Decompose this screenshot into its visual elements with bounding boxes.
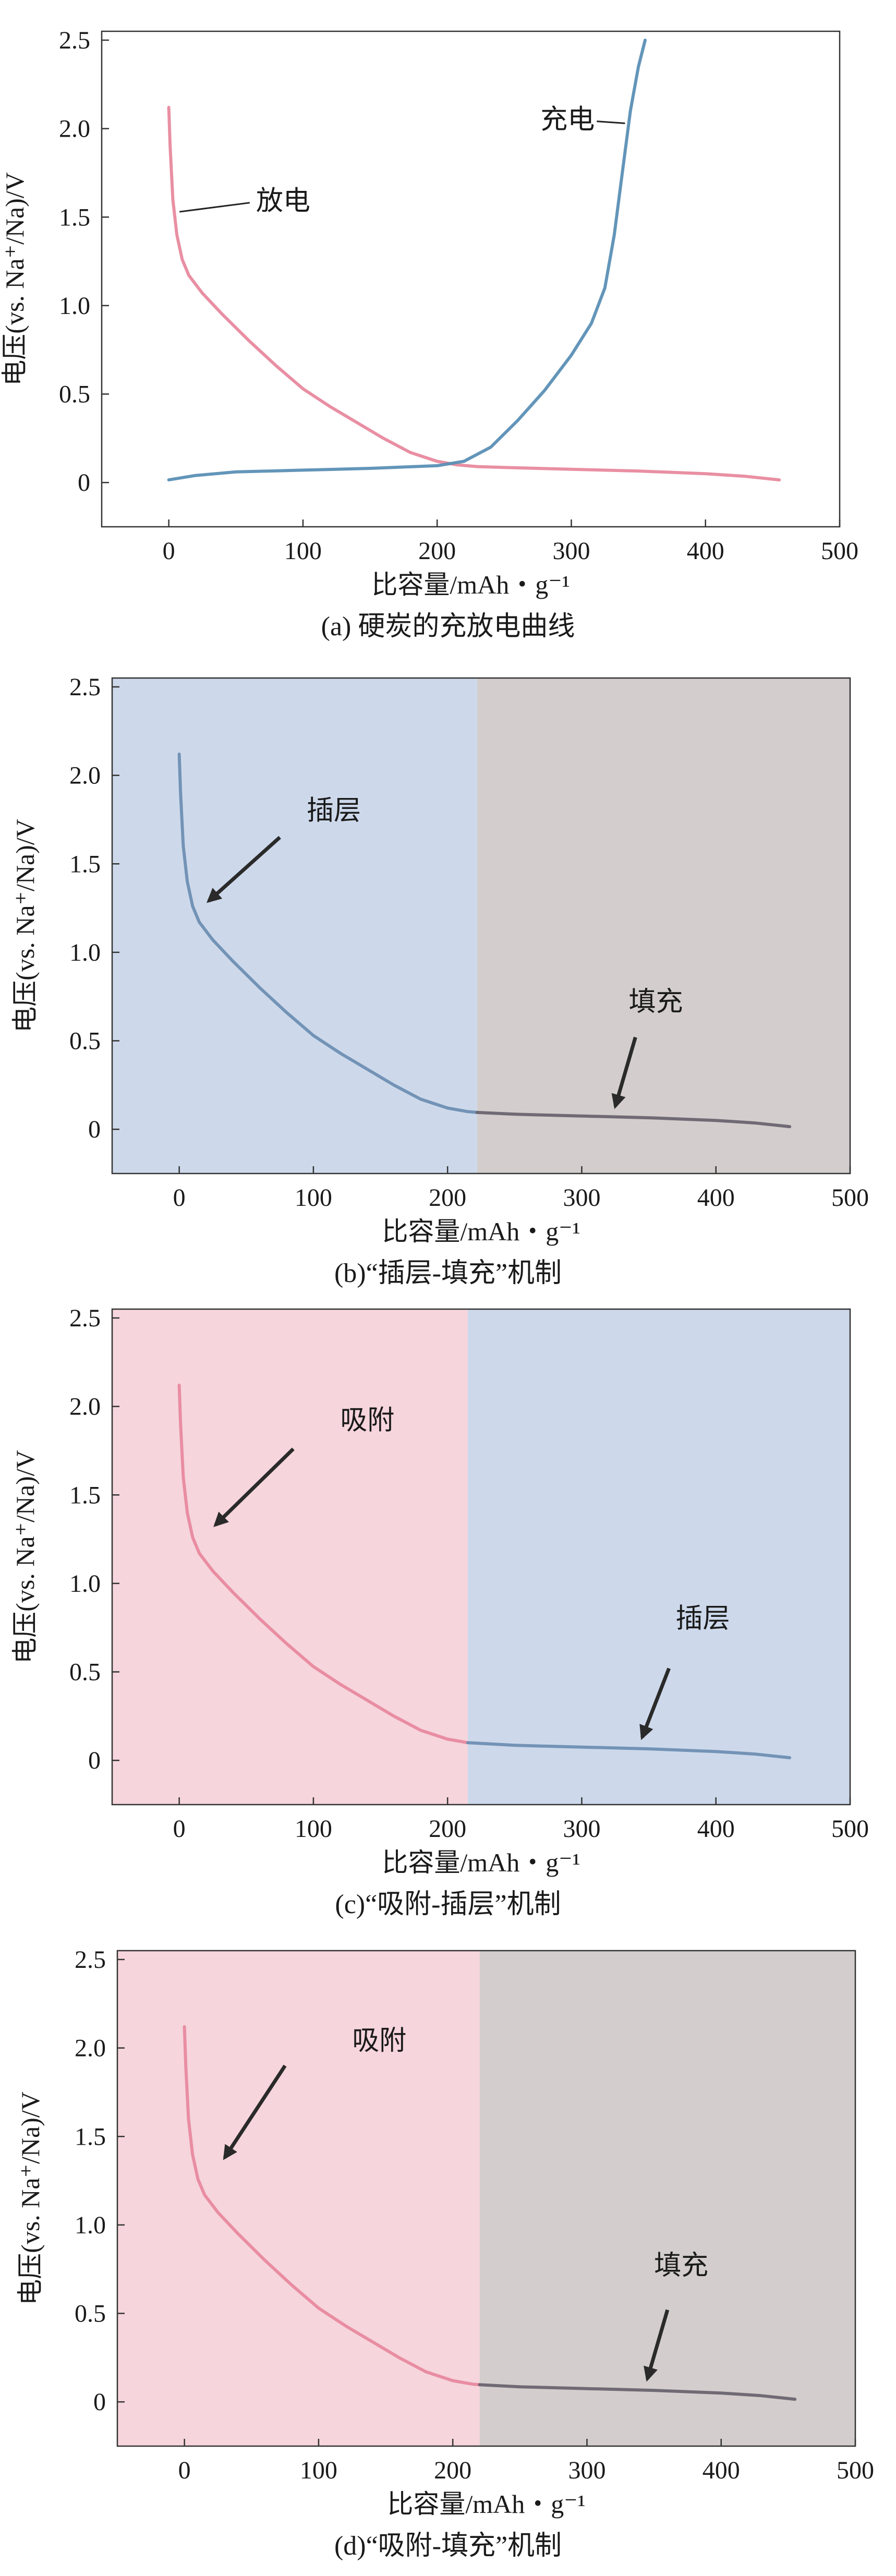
region-1 xyxy=(112,1309,468,1805)
region-2 xyxy=(477,678,850,1174)
x-tick-label: 400 xyxy=(697,1184,735,1212)
mechanism-arrow-label: 填充 xyxy=(629,987,683,1017)
x-tick-label: 100 xyxy=(295,1184,332,1212)
series-annotation-label: 放电 xyxy=(256,187,310,216)
region-2 xyxy=(479,1951,855,2446)
y-tick-label: 1.0 xyxy=(59,292,90,320)
region-1 xyxy=(117,1951,480,2446)
mechanism-arrow xyxy=(207,836,281,903)
x-tick-label: 0 xyxy=(173,1815,186,1843)
plot-frame xyxy=(116,1950,856,2447)
panel-caption: (d)“吸附-填充”机制 xyxy=(334,2531,562,2561)
x-tick-label: 400 xyxy=(687,537,724,565)
y-axis-label: 电压(vs. Na⁺/Na)/V xyxy=(10,819,40,1033)
y-tick-label: 2.0 xyxy=(69,1393,101,1421)
x-tick-label: 100 xyxy=(300,2457,337,2484)
panel-caption: (b)“插层-填充”机制 xyxy=(334,1259,562,1288)
x-tick-label: 500 xyxy=(831,1184,869,1212)
x-tick-label: 400 xyxy=(697,1815,735,1843)
x-tick-label: 500 xyxy=(821,537,858,565)
x-axis-label: 比容量/mAh・g⁻¹ xyxy=(387,2489,585,2519)
series-line-2 xyxy=(475,1110,792,1129)
x-tick-label: 200 xyxy=(429,1184,466,1212)
mechanism-arrow xyxy=(639,1667,671,1740)
y-tick-label: 0.5 xyxy=(75,2300,106,2328)
x-tick-label: 0 xyxy=(173,1184,186,1212)
series-line-1 xyxy=(167,105,781,482)
mechanism-arrow-label: 吸附 xyxy=(340,1406,394,1436)
region-2 xyxy=(467,1309,850,1805)
y-tick-label: 0.5 xyxy=(59,381,90,408)
series-annotation-leader xyxy=(597,120,625,124)
chart-panel-1: 0 100 200 300 400 500 0 0.5 1.0 1.5 2.0 2.5 比容量/mAh・… xyxy=(0,27,858,642)
region-1 xyxy=(112,678,477,1174)
mechanism-arrow xyxy=(223,2064,287,2160)
series-line-2 xyxy=(478,2383,797,2401)
mechanism-arrow-label: 插层 xyxy=(307,796,361,826)
y-axis-label: 电压(vs. Na⁺/Na)/V xyxy=(16,2091,45,2305)
y-tick-label: 0 xyxy=(93,2388,106,2416)
x-axis-label: 比容量/mAh・g⁻¹ xyxy=(382,1217,580,1246)
x-tick-label: 100 xyxy=(295,1815,332,1843)
x-axis-label: 比容量/mAh・g⁻¹ xyxy=(382,1848,580,1877)
y-tick-label: 1.0 xyxy=(75,2211,106,2239)
series-line-1 xyxy=(177,752,479,1114)
mechanism-arrow-label: 填充 xyxy=(654,2251,708,2281)
y-tick-label: 1.0 xyxy=(69,939,101,966)
y-tick-label: 2.0 xyxy=(69,762,101,790)
panel-caption: (a) 硬炭的充放电曲线 xyxy=(321,612,575,642)
y-tick-label: 1.5 xyxy=(69,850,101,878)
y-tick-label: 1.5 xyxy=(59,203,90,231)
series-line-2 xyxy=(466,1741,792,1760)
x-tick-label: 300 xyxy=(552,537,590,565)
y-tick-label: 2.5 xyxy=(69,1304,101,1332)
y-axis-label: 电压(vs. Na⁺/Na)/V xyxy=(0,172,29,386)
series-line-1 xyxy=(183,2025,481,2387)
x-tick-label: 200 xyxy=(429,1815,466,1843)
panel-caption: (c)“吸附-插层”机制 xyxy=(335,1890,561,1919)
y-tick-label: 0 xyxy=(88,1747,101,1774)
chart-panel-3: 0 100 200 300 400 500 0 0.5 1.0 1.5 2.0 2.5 比容量/mAh・… xyxy=(10,1304,869,1919)
x-tick-label: 200 xyxy=(434,2457,471,2484)
x-tick-label: 400 xyxy=(703,2457,740,2484)
mechanism-arrow xyxy=(213,1447,295,1527)
y-tick-label: 2.5 xyxy=(59,27,90,54)
y-tick-label: 0 xyxy=(78,469,90,497)
x-axis-label: 比容量/mAh・g⁻¹ xyxy=(371,570,570,599)
mechanism-arrow-label: 插层 xyxy=(676,1604,730,1634)
x-tick-label: 300 xyxy=(568,2457,606,2484)
series-annotation-label: 充电 xyxy=(540,105,595,135)
y-tick-label: 0 xyxy=(88,1116,101,1143)
y-axis-label: 电压(vs. Na⁺/Na)/V xyxy=(10,1450,40,1664)
series-line-1 xyxy=(177,1383,469,1745)
y-tick-label: 2.0 xyxy=(75,2035,106,2062)
plot-frame xyxy=(111,677,851,1175)
x-tick-label: 500 xyxy=(837,2457,874,2484)
plot-frame xyxy=(111,1308,851,1806)
series-line-2 xyxy=(167,39,647,482)
y-tick-label: 1.5 xyxy=(75,2123,106,2150)
x-tick-label: 0 xyxy=(163,537,175,565)
series-annotation-leader xyxy=(179,202,250,213)
y-tick-label: 2.5 xyxy=(69,673,101,701)
x-tick-label: 0 xyxy=(178,2457,191,2484)
mechanism-arrow xyxy=(644,2309,670,2382)
y-tick-label: 1.5 xyxy=(69,1481,101,1509)
mechanism-arrow xyxy=(611,1036,637,1109)
x-tick-label: 300 xyxy=(563,1815,600,1843)
y-tick-label: 0.5 xyxy=(69,1659,101,1686)
y-tick-label: 2.0 xyxy=(59,115,90,143)
y-tick-label: 2.5 xyxy=(75,1946,106,1974)
x-tick-label: 300 xyxy=(563,1184,600,1212)
x-tick-label: 500 xyxy=(831,1815,869,1843)
chart-panel-4: 0 100 200 300 400 500 0 0.5 1.0 1.5 2.0 2.5 比容量/mAh・… xyxy=(16,1946,874,2561)
x-tick-label: 100 xyxy=(284,537,322,565)
chart-panel-2: 0 100 200 300 400 500 0 0.5 1.0 1.5 2.0 2.5 比容量/mAh・… xyxy=(10,673,869,1288)
mechanism-arrow-label: 吸附 xyxy=(352,2026,406,2056)
y-tick-label: 0.5 xyxy=(69,1027,101,1055)
x-tick-label: 200 xyxy=(418,537,456,565)
plot-frame xyxy=(101,30,841,528)
y-tick-label: 1.0 xyxy=(69,1570,101,1598)
